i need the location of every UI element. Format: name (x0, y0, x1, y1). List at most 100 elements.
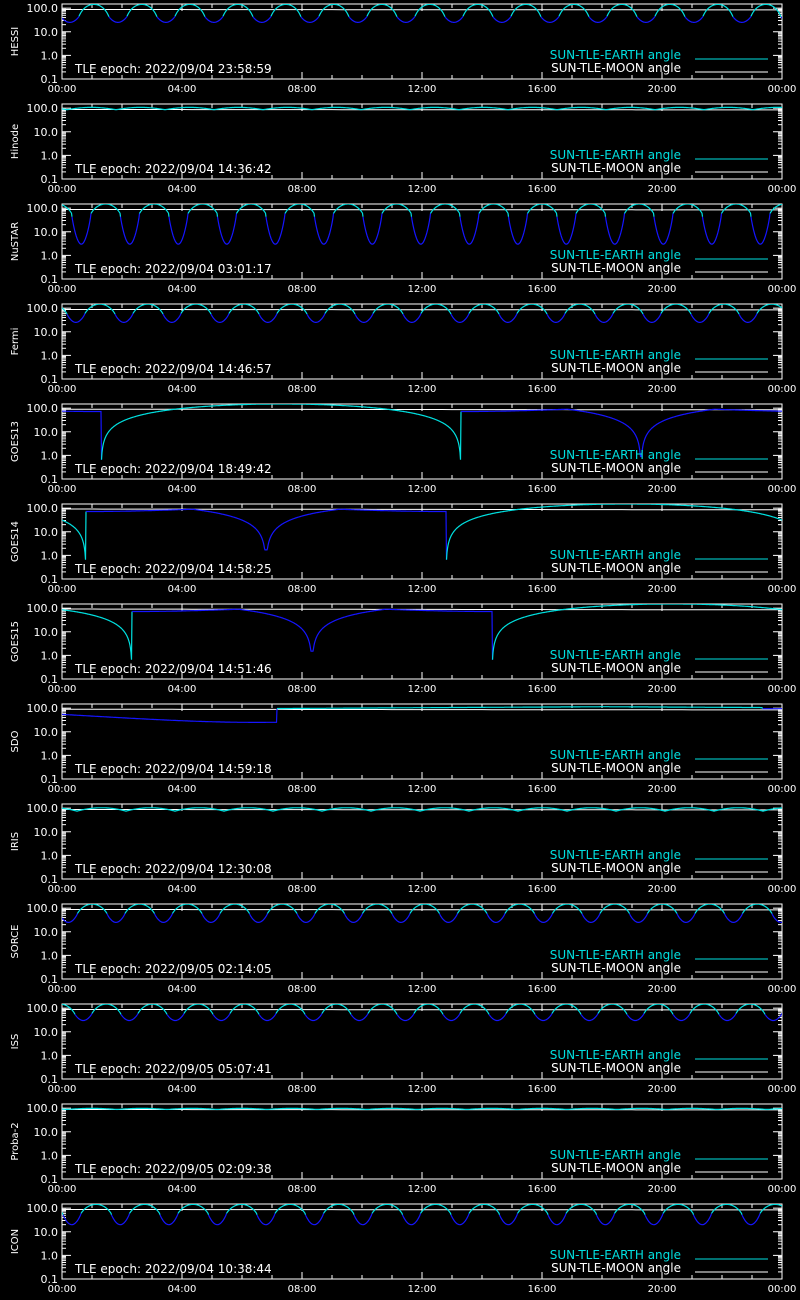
earth-angle-line (361, 904, 393, 914)
earth-angle-line (672, 204, 704, 217)
earth-angle-line (517, 1204, 549, 1215)
earth-angle-line (171, 904, 203, 914)
chart-panel-iris: 100.0 10.0 1.0 0.1 00:00 04:00 08:00 12:00 16:00… (0, 800, 800, 900)
earth-angle-line (504, 904, 536, 914)
y-axis-satellite-name: IRIS (10, 832, 21, 851)
earth-angle-line (381, 204, 413, 217)
chart-panel-goes13: 100.0 10.0 1.0 0.1 00:00 04:00 08:00 12:00 16:00… (0, 400, 800, 500)
earth-angle-line (756, 304, 782, 314)
legend-moon-label: SUN-TLE-MOON angle (551, 1061, 681, 1075)
x-tick-label: 00:00 (48, 884, 77, 895)
tle-epoch-label: TLE epoch: 2022/09/04 14:46:57 (74, 362, 272, 376)
earth-angle-line (468, 304, 500, 315)
earth-angle-line (759, 1204, 782, 1214)
chart-svg: 100.010.01.00.100:00 04:00 08:00 12:00 16:00… (10, 402, 796, 495)
earth-angle-line (62, 106, 782, 111)
legend-earth-label: SUN-TLE-EARTH angle (550, 148, 681, 162)
earth-angle-eclipse-segment (780, 16, 782, 19)
earth-angle-eclipse-segment (653, 213, 674, 245)
y-tick-label: 0.1 (41, 673, 59, 686)
earth-angle-line (429, 204, 461, 217)
earth-angle-eclipse-segment (692, 1213, 713, 1226)
earth-angle-eclipse-segment (459, 213, 480, 245)
y-tick-label: 1.0 (41, 649, 59, 662)
earth-angle-eclipse-segment (300, 16, 320, 23)
x-tick-label: 08:00 (288, 1184, 317, 1195)
earth-angle-line (660, 304, 692, 315)
tle-epoch-label: TLE epoch: 2022/09/04 18:49:42 (74, 462, 272, 476)
earth-angle-line (414, 4, 446, 18)
y-tick-label: 100.0 (27, 702, 59, 715)
earth-angle-line (597, 1004, 628, 1015)
x-tick-label: 04:00 (168, 84, 197, 95)
chart-panel-fermi: 100.0 10.0 1.0 0.1 00:00 04:00 08:00 12:00 16:00… (0, 300, 800, 400)
earth-angle-eclipse-segment (450, 1213, 470, 1226)
chart-panel-hessi: 100.0 10.0 1.0 0.1 00:00 04:00 08:00 12:00 16:00… (0, 0, 800, 100)
earth-angle-eclipse-segment (212, 1013, 231, 1022)
earth-angle-eclipse-segment (534, 1013, 553, 1022)
earth-angle-eclipse-segment (156, 16, 176, 23)
earth-angle-line (132, 304, 164, 315)
earth-angle-line (612, 304, 644, 315)
x-tick-label: 12:00 (408, 184, 437, 195)
earth-angle-eclipse-segment (71, 213, 92, 245)
x-tick-label: 08:00 (288, 484, 317, 495)
earth-angle-line (270, 4, 302, 18)
x-tick-label: 16:00 (528, 84, 557, 95)
x-tick-label: 20:00 (648, 584, 677, 595)
legend-earth-label: SUN-TLE-EARTH angle (550, 348, 681, 362)
earth-angle-eclipse-segment (210, 313, 230, 323)
y-tick-label: 1.0 (41, 1249, 59, 1262)
earth-angle-eclipse-segment (461, 408, 782, 458)
earth-angle-eclipse-segment (256, 1213, 276, 1226)
chart-panel-goes15: 100.0 10.0 1.0 0.1 00:00 04:00 08:00 12:00 16:00… (0, 600, 800, 700)
earth-angle-line (62, 204, 73, 217)
x-tick-label: 12:00 (408, 784, 437, 795)
y-tick-label: 0.1 (41, 1073, 59, 1086)
y-axis-satellite-name: GOES15 (10, 621, 21, 662)
x-tick-label: 00:00 (768, 384, 797, 395)
earth-angle-line (183, 1004, 214, 1015)
y-tick-label: 100.0 (27, 902, 59, 915)
earth-angle-line (219, 904, 251, 914)
x-tick-label: 20:00 (648, 484, 677, 495)
earth-angle-eclipse-segment (676, 913, 696, 923)
x-tick-label: 12:00 (408, 684, 437, 695)
earth-angle-eclipse-segment (159, 1213, 179, 1226)
legend-moon-label: SUN-TLE-MOON angle (551, 161, 681, 175)
earth-angle-line (564, 304, 596, 315)
chart-svg: 100.010.01.00.100:00 04:00 08:00 12:00 16:00… (10, 2, 796, 95)
plot-area (62, 304, 782, 323)
earth-angle-eclipse-segment (362, 213, 383, 245)
y-tick-label: 100.0 (27, 202, 59, 215)
y-tick-label: 10.0 (34, 226, 59, 239)
earth-angle-line (62, 307, 68, 315)
x-tick-label: 08:00 (288, 1084, 317, 1095)
earth-angle-eclipse-segment (442, 1013, 461, 1022)
y-tick-label: 10.0 (34, 126, 59, 139)
x-tick-label: 20:00 (648, 784, 677, 795)
earth-angle-line (371, 1204, 404, 1215)
x-tick-label: 12:00 (408, 584, 437, 595)
earth-angle-eclipse-segment (62, 16, 80, 23)
y-tick-label: 10.0 (34, 426, 59, 439)
moon-angle-line (62, 408, 782, 411)
y-tick-label: 100.0 (27, 1202, 59, 1215)
earth-angle-line (228, 304, 260, 315)
chart-svg: 100.010.01.00.100:00 04:00 08:00 12:00 16:00… (10, 602, 796, 695)
legend-moon-label: SUN-TLE-MOON angle (551, 961, 681, 975)
y-tick-label: 1.0 (41, 1049, 59, 1062)
earth-angle-line (323, 1204, 355, 1215)
chart-panel-sdo: 100.0 10.0 1.0 0.1 00:00 04:00 08:00 12:00 16:00… (0, 700, 800, 800)
y-tick-label: 10.0 (34, 826, 59, 839)
x-tick-label: 16:00 (528, 484, 557, 495)
earth-angle-eclipse-segment (396, 1013, 415, 1022)
tle-epoch-label: TLE epoch: 2022/09/04 14:58:25 (74, 562, 272, 576)
legend-earth-label: SUN-TLE-EARTH angle (550, 48, 681, 62)
y-tick-label: 10.0 (34, 526, 59, 539)
legend-earth-label: SUN-TLE-EARTH angle (550, 748, 681, 762)
earth-angle-eclipse-segment (86, 508, 448, 560)
x-tick-label: 04:00 (168, 184, 197, 195)
earth-angle-eclipse-segment (120, 1013, 139, 1022)
x-tick-label: 04:00 (168, 1084, 197, 1095)
